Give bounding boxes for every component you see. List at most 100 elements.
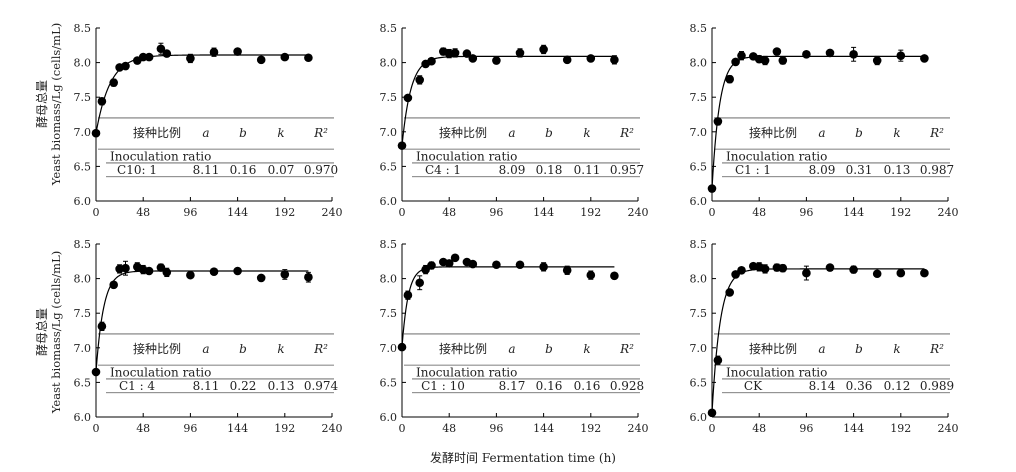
table-header-ratio-cn: 接种比例 [133, 341, 181, 356]
data-point [825, 48, 835, 58]
y-axis-label-cn-bottom: 酵母总量 [35, 308, 49, 356]
data-point [772, 47, 782, 56]
table-header-b: b [239, 342, 247, 356]
table-header-ratio-en: Inoculation ratio [110, 366, 211, 380]
y-tick-label: 6.5 [74, 376, 92, 389]
table-header-r2: R² [619, 342, 634, 356]
table-value-k: 0.13 [884, 163, 911, 177]
table-value-r2: 0.928 [610, 379, 644, 393]
data-point [713, 355, 723, 365]
data-point [849, 49, 858, 59]
table-value-a: 8.11 [193, 379, 220, 393]
data-point [209, 47, 219, 57]
data-point [450, 48, 460, 58]
data-point [562, 55, 572, 65]
y-axis-label-cn-top: 酵母总量 [35, 80, 49, 128]
x-tick-label: 48 [136, 422, 150, 435]
data-point [280, 270, 290, 279]
y-tick-label: 8.5 [690, 22, 708, 35]
data-point [515, 48, 525, 58]
data-point [610, 271, 619, 281]
table-header-a: a [818, 342, 825, 356]
data-point [492, 56, 501, 65]
y-tick-label: 8.5 [380, 22, 398, 35]
data-point [849, 265, 858, 274]
y-axis-label-en-bottom: Yeast biomass/Lg (cells/mL) [49, 251, 63, 414]
table-header-b: b [545, 126, 553, 140]
data-point [144, 266, 154, 276]
y-tick-label: 7.5 [690, 91, 708, 104]
data-point [707, 408, 717, 418]
data-point [896, 268, 906, 278]
fit-curve [711, 55, 925, 189]
data-point [713, 117, 723, 126]
x-tick-label: 96 [183, 206, 197, 219]
data-point [403, 93, 413, 103]
x-tick-label: 0 [93, 422, 100, 435]
table-value-ratio: C10: 1 [117, 163, 157, 177]
data-point [304, 272, 313, 282]
table-value-r2: 0.957 [610, 163, 644, 177]
y-tick-label: 8.0 [380, 57, 398, 70]
data-point [562, 265, 572, 275]
data-point [162, 268, 172, 277]
y-tick-label: 8.0 [690, 57, 708, 70]
table-value-a: 8.17 [499, 379, 526, 393]
table-header-b: b [239, 126, 247, 140]
y-tick-label: 7.0 [690, 126, 708, 139]
table-header-k: k [893, 342, 900, 356]
table-header-a: a [202, 342, 209, 356]
table-value-ratio: C1 : 10 [421, 379, 465, 393]
table-header-ratio-cn: 接种比例 [749, 125, 797, 140]
data-point [760, 56, 770, 65]
data-point [468, 259, 478, 269]
fit-curve [95, 270, 309, 373]
y-tick-label: 7.5 [380, 91, 398, 104]
data-point [186, 270, 195, 280]
y-tick-label: 7.5 [74, 91, 92, 104]
y-tick-label: 7.5 [74, 307, 92, 320]
y-axis-label-en-top: Yeast biomass/Lg (cells/mL) [49, 23, 63, 186]
data-point [707, 184, 717, 193]
x-tick-label: 192 [890, 206, 911, 219]
data-point [802, 49, 811, 59]
data-point [872, 56, 882, 65]
chart-panel-4: 6.0 6.5 7.0 7.5 8.0 8.5 0 48 96 144 192 240 接种比例 a b k R… [74, 238, 343, 435]
table-header-k: k [583, 126, 590, 140]
data-point [427, 261, 436, 270]
table-header-ratio-cn: 接种比例 [439, 341, 487, 356]
y-tick-label: 8.0 [74, 273, 92, 286]
data-point [468, 54, 478, 63]
x-tick-label: 240 [938, 422, 959, 435]
y-tick-label: 7.0 [690, 342, 708, 355]
table-header-k: k [277, 342, 284, 356]
data-point [256, 273, 266, 283]
table-header-r2: R² [313, 342, 328, 356]
data-point [91, 367, 101, 377]
data-point [403, 290, 413, 300]
y-tick-label: 6.5 [690, 376, 708, 389]
table-value-k: 0.13 [268, 379, 295, 393]
y-tick-label: 7.5 [380, 307, 398, 320]
data-point [162, 49, 172, 58]
x-tick-label: 0 [709, 422, 716, 435]
x-tick-label: 144 [843, 206, 864, 219]
x-tick-label: 48 [442, 206, 456, 219]
x-tick-label: 240 [628, 422, 649, 435]
data-point [397, 342, 407, 352]
data-point [91, 128, 101, 138]
x-tick-label: 48 [442, 422, 456, 435]
data-point [156, 44, 166, 54]
table-header-r2: R² [313, 126, 328, 140]
data-point [896, 51, 906, 60]
table-header-ratio-en: Inoculation ratio [726, 366, 827, 380]
data-point [725, 74, 734, 84]
y-tick-label: 8.5 [74, 22, 92, 35]
table-value-k: 0.12 [884, 379, 911, 393]
data-point [121, 61, 130, 71]
table-value-k: 0.11 [574, 163, 601, 177]
table-value-ratio: C1 : 1 [735, 163, 771, 177]
data-point [539, 262, 548, 272]
x-tick-label: 240 [938, 206, 959, 219]
